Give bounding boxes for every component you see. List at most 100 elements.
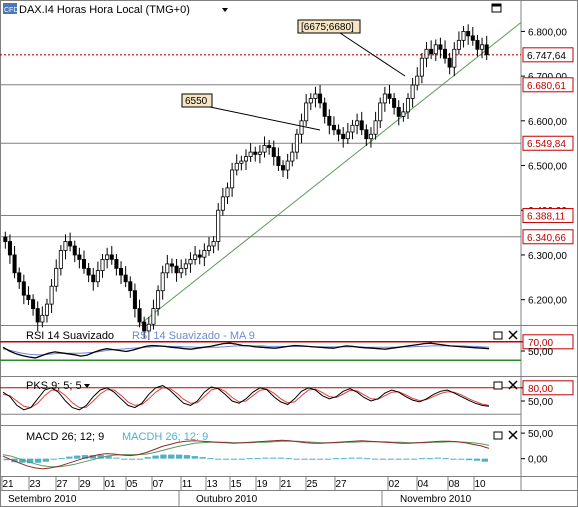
date-tick-label: 11: [182, 479, 193, 490]
candle-bull: [433, 44, 438, 55]
pks-panel-maximize-button[interactable]: [493, 381, 503, 390]
candle-bear: [86, 267, 91, 276]
macdh-bar: [168, 454, 175, 459]
candle-bull: [151, 308, 156, 325]
candle-bull: [105, 254, 110, 260]
candle-bear: [470, 35, 475, 41]
candle-bull: [373, 120, 378, 135]
candle-bear: [276, 156, 281, 166]
main-panel-maximize-button[interactable]: [491, 3, 502, 13]
close-icon: [508, 330, 518, 340]
macdh-bar: [11, 458, 18, 463]
macd-legend[interactable]: MACD 26; 12; 9 MACDH 26; 12; 9: [26, 431, 208, 443]
annotation-6675-6680: [6675;6680]: [297, 19, 406, 77]
pks-dropdown-icon[interactable]: [84, 384, 90, 388]
candle-bear: [359, 120, 364, 131]
candle-bear: [331, 124, 336, 131]
macdh-bar: [199, 457, 206, 459]
level-tag-box: [522, 380, 574, 396]
y-tick-label: 0,00: [528, 455, 548, 466]
macdh-bar: [144, 457, 151, 459]
pks-panel-close-button[interactable]: [508, 380, 518, 390]
month-label: Novembro 2010: [400, 494, 472, 505]
macdh-bar: [160, 454, 167, 459]
candle-bear: [197, 254, 202, 258]
candle-bear: [484, 44, 489, 56]
price-tag-box: [522, 47, 574, 63]
rsi-panel-close-button[interactable]: [508, 330, 518, 340]
date-tick-label: 02: [388, 479, 400, 490]
y-tick-label: 50,00: [528, 347, 553, 358]
macdh-bar: [175, 454, 183, 459]
candle-bull: [410, 84, 415, 99]
macdh-bar: [411, 458, 418, 460]
macdh-bar: [121, 458, 128, 460]
macdh-bar: [348, 457, 355, 459]
date-tick-label: 23: [29, 479, 41, 490]
candle-bull: [179, 267, 184, 274]
macdh-legend-label: MACDH 26; 12; 9: [122, 431, 208, 443]
candle-bear: [26, 294, 31, 301]
macdh-bar: [215, 458, 222, 460]
pks-legend[interactable]: PKS 9; 5; 5: [26, 380, 90, 392]
candle-bull: [308, 98, 313, 104]
y-tick-label: 6.300,00: [528, 251, 567, 262]
candle-bear: [169, 263, 174, 267]
candle-bear: [12, 254, 17, 274]
candle-bear: [3, 236, 8, 242]
macdh-bar: [379, 458, 387, 460]
candle-bull: [63, 241, 68, 251]
macdh-bar: [136, 458, 144, 460]
candle-bull: [456, 39, 461, 50]
annotation-6550: 6550: [181, 93, 321, 131]
macdh-bar: [434, 457, 441, 459]
candle-bull: [156, 290, 161, 309]
level-tag-box: [522, 334, 574, 350]
rsi-legend[interactable]: RSI 14 Suavizado RSI 14 Suavizado - MA 9: [26, 330, 255, 342]
candle-bear: [447, 57, 452, 68]
candle-bull: [405, 98, 411, 113]
candle-bull: [304, 102, 309, 122]
macdh-bar: [128, 458, 136, 460]
candle-bear: [174, 265, 179, 274]
candle-bear: [271, 147, 276, 157]
rsi-line: [2, 342, 490, 359]
macdh-bar: [301, 458, 308, 460]
macdh-bar: [42, 458, 50, 462]
macdh-bar: [191, 456, 198, 459]
rsi-legend-label: RSI 14 Suavizado: [26, 330, 114, 342]
price-tag-box: [522, 229, 574, 245]
candle-bull: [40, 314, 45, 323]
macd-panel-maximize-button[interactable]: [493, 431, 503, 440]
maximize-icon: [493, 431, 503, 440]
candle-bear: [77, 254, 82, 260]
candle-bull: [382, 93, 387, 104]
candle-bear: [392, 98, 397, 108]
chart-title-block[interactable]: CFD DAX.I4 Horas Hora Local (TMG+0): [3, 3, 228, 16]
candle-bear: [119, 267, 124, 276]
rsi-panel-maximize-button[interactable]: [493, 331, 503, 340]
macdh-bar: [74, 455, 81, 459]
macd-panel-close-button[interactable]: [508, 430, 518, 440]
candle-bull: [211, 241, 216, 247]
candle-bear: [137, 308, 142, 323]
candle-bear: [91, 274, 96, 283]
candle-bull: [188, 259, 193, 265]
candle-bull: [54, 267, 59, 287]
macdh-bar: [152, 455, 159, 459]
candle-bear: [475, 39, 480, 50]
candle-bull: [183, 263, 188, 269]
y-tick-label: 6.800,00: [528, 27, 567, 38]
y-tick-label: 50,00: [528, 429, 553, 440]
candle-bull: [193, 254, 198, 260]
macdh-bar: [481, 458, 488, 462]
candle-bull: [368, 133, 373, 140]
macdh-bar: [450, 458, 457, 460]
macdh-bar: [418, 458, 426, 460]
macdh-bar: [183, 455, 191, 459]
candle-bull: [257, 151, 262, 155]
date-tick-label: 15: [230, 479, 242, 490]
title-dropdown-icon[interactable]: [222, 8, 228, 12]
annotation-pointer: [209, 106, 321, 131]
